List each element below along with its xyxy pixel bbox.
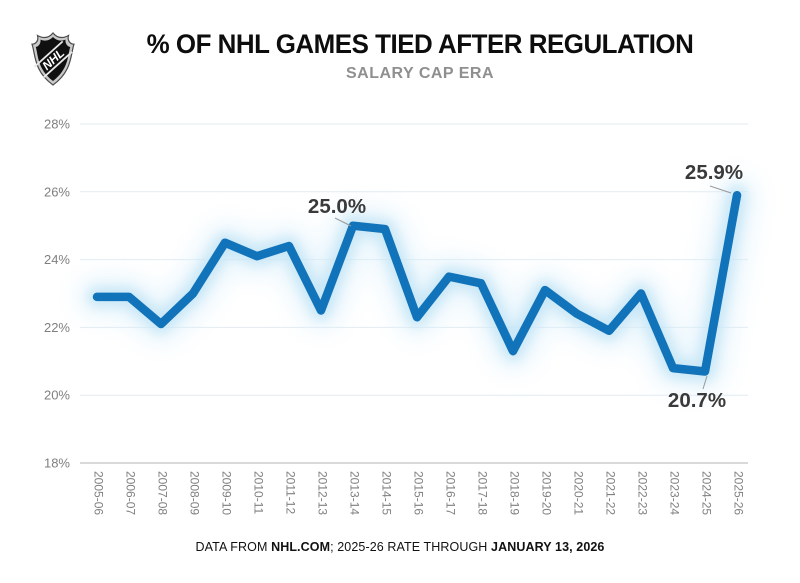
source-note-emphasis: NHL.COM (271, 540, 331, 554)
x-tick-label: 2022-23 (636, 471, 650, 515)
x-tick-label: 2005-06 (92, 471, 106, 515)
source-note-emphasis: JANUARY 13, 2026 (491, 540, 605, 554)
y-tick-label: 24% (44, 252, 70, 267)
y-tick-label: 20% (44, 388, 70, 403)
x-tick-label: 2014-15 (380, 471, 394, 515)
chart-title: % OF NHL GAMES TIED AFTER REGULATION (146, 29, 694, 59)
x-tick-label: 2019-20 (540, 471, 554, 515)
x-tick-label: 2020-21 (572, 471, 586, 515)
x-axis-tick-labels: 2005-06 2006-07 2007-08 2008-09 2009-10 2010-… (92, 471, 746, 515)
source-note-text: ; 2025-26 RATE THROUGH (330, 540, 492, 554)
chart-subtitle: SALARY CAP ERA (345, 65, 495, 82)
x-tick-label: 2006-07 (124, 471, 138, 515)
source-note-text: DATA FROM (195, 540, 272, 554)
x-tick-label: 2013-14 (348, 471, 362, 515)
x-tick-label: 2008-09 (188, 471, 202, 515)
data-point-annotation: 20.7% (668, 389, 726, 412)
x-tick-label: 2025-26 (732, 471, 746, 515)
annotation-leader-line (702, 375, 708, 390)
x-tick-label: 2012-13 (316, 471, 330, 515)
logo-stripe-bottom (43, 51, 73, 78)
y-tick-label: 22% (44, 320, 70, 335)
series-line (92, 190, 742, 376)
y-tick-label: 18% (44, 456, 70, 471)
data-point-annotation: 25.9% (685, 161, 743, 184)
y-axis-tick-labels: 18% 20% 22% 24% 26% 28% (44, 117, 70, 471)
y-tick-label: 26% (44, 184, 70, 199)
x-tick-label: 2011-12 (284, 471, 298, 514)
x-tick-label: 2017-18 (476, 471, 490, 515)
x-tick-label: 2018-19 (508, 471, 522, 515)
x-tick-label: 2024-25 (700, 471, 714, 515)
annotation-leader-lines (334, 185, 732, 390)
data-point-annotation: 25.0% (308, 195, 366, 218)
x-tick-label: 2016-17 (444, 471, 458, 515)
nhl-logo-icon: NHL (31, 32, 75, 86)
logo-stripe-top (33, 40, 64, 68)
source-note: DATA FROM NHL.COM; 2025-26 RATE THROUGH … (0, 538, 800, 556)
x-tick-label: 2009-10 (220, 471, 234, 515)
y-tick-label: 28% (44, 117, 70, 132)
x-tick-label: 2023-24 (668, 471, 682, 515)
x-tick-label: 2015-16 (412, 471, 426, 515)
x-tick-label: 2010-11 (252, 471, 266, 514)
annotation-leader-line (334, 217, 352, 227)
logo-shield-inner (35, 37, 71, 81)
x-tick-label: 2021-22 (604, 471, 618, 515)
annotation-leader-line (709, 185, 732, 194)
x-tick-label: 2007-08 (156, 471, 170, 515)
annotation-labels: 25.0% 25.9% 20.7% (308, 161, 743, 412)
